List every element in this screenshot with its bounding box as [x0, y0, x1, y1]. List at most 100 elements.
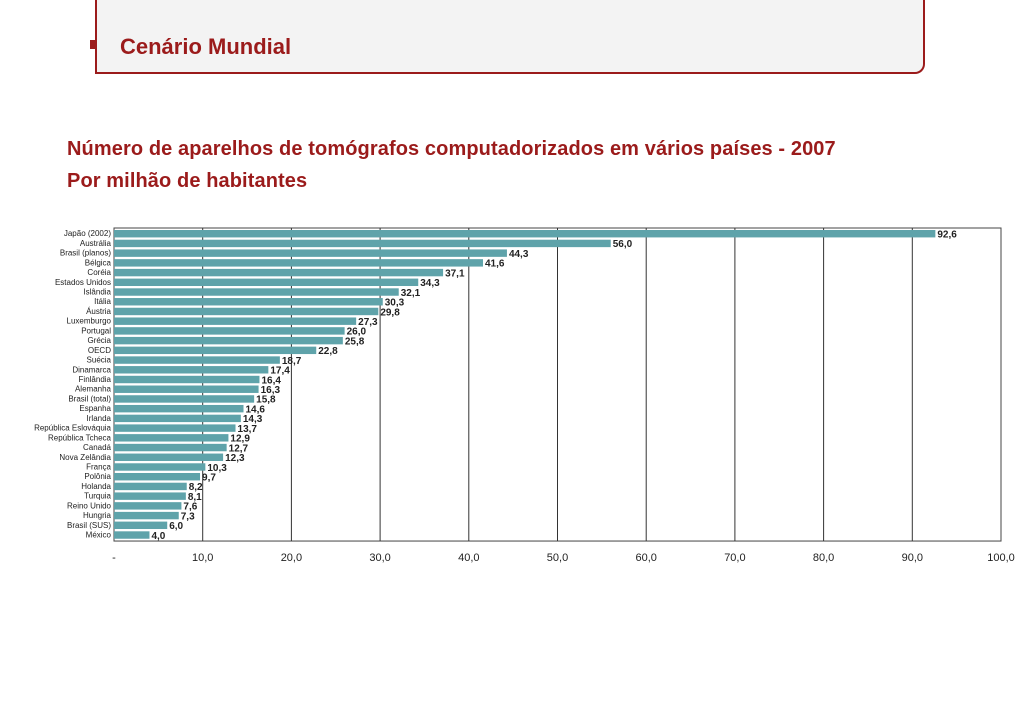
category-label: Polônia: [84, 472, 111, 481]
bar: [114, 307, 379, 316]
value-label: 12,7: [229, 443, 249, 454]
category-label: Espanha: [79, 404, 111, 413]
value-label: 32,1: [401, 288, 421, 299]
value-label: 17,4: [270, 366, 290, 377]
value-label: 4,0: [151, 531, 165, 542]
category-label: Reino Unido: [67, 501, 112, 510]
value-label: 56,0: [613, 239, 633, 250]
bar: [114, 298, 383, 306]
bar: [114, 434, 229, 442]
x-tick-label: 80,0: [813, 552, 834, 564]
value-label: 26,0: [347, 327, 367, 338]
category-label: Hungria: [83, 511, 112, 520]
bar: [114, 346, 317, 355]
bar: [114, 356, 280, 364]
x-tick-label: 100,0: [987, 552, 1015, 564]
category-label: Estados Unidos: [55, 278, 111, 287]
category-label: Japão (2002): [64, 229, 111, 238]
x-tick-label: 60,0: [635, 552, 656, 564]
category-label: Áustria: [86, 307, 111, 316]
bar: [114, 375, 260, 384]
bar: [114, 288, 399, 296]
category-label: Brasil (SUS): [67, 521, 111, 530]
value-label: 6,0: [169, 521, 183, 532]
category-label: República Eslováquia: [34, 424, 111, 433]
category-label: México: [86, 531, 112, 540]
value-label: 25,8: [345, 336, 365, 347]
x-tick-label: 70,0: [724, 552, 745, 564]
bar: [114, 336, 343, 345]
value-label: 30,3: [385, 298, 405, 309]
chart-title: Número de aparelhos de tomógrafos comput…: [67, 138, 836, 160]
x-tick-label: 40,0: [458, 552, 479, 564]
category-label: Holanda: [81, 482, 111, 491]
bar: [114, 521, 168, 530]
value-label: 16,4: [261, 375, 281, 386]
bar: [114, 531, 150, 539]
category-label: Alemanha: [75, 385, 112, 394]
category-label: Grécia: [87, 336, 111, 345]
bar: [114, 278, 419, 287]
value-label: 8,1: [188, 492, 202, 503]
page-title: Cenário Mundial: [120, 34, 292, 59]
category-label: França: [86, 462, 111, 471]
category-label: Luxemburgo: [67, 317, 112, 326]
bar: [114, 414, 241, 423]
bar: [114, 395, 255, 403]
bar: [114, 492, 186, 500]
value-label: 13,7: [238, 424, 258, 435]
category-label: Suécia: [87, 356, 112, 365]
bar: [114, 230, 936, 238]
value-label: 18,7: [282, 356, 302, 367]
bar: [114, 482, 187, 491]
bar: [114, 317, 357, 325]
category-label: Itália: [94, 297, 111, 306]
value-label: 44,3: [509, 249, 529, 260]
value-label: 12,9: [230, 434, 250, 445]
bar: [114, 268, 444, 277]
category-label: Nova Zelândia: [59, 453, 111, 462]
category-label: Dinamarca: [72, 365, 111, 374]
bar: [114, 404, 244, 413]
category-label: Bélgica: [85, 258, 112, 267]
value-label: 7,6: [183, 502, 197, 513]
x-tick-label: 10,0: [192, 552, 213, 564]
value-label: 16,3: [261, 385, 281, 396]
category-label: Finlândia: [79, 375, 112, 384]
bar: [114, 453, 224, 461]
bar: [114, 259, 483, 267]
value-label: 9,7: [202, 473, 216, 484]
value-label: 14,3: [243, 414, 263, 425]
category-label: Brasil (total): [68, 394, 111, 403]
category-label: Irlanda: [87, 414, 112, 423]
bar: [114, 424, 236, 432]
bar: [114, 511, 179, 520]
x-tick-label: 30,0: [369, 552, 390, 564]
bar: [114, 473, 201, 481]
category-label: Islândia: [83, 288, 111, 297]
value-label: 10,3: [207, 463, 227, 474]
header-panel: [95, 0, 925, 74]
category-label: Austrália: [80, 239, 112, 248]
value-label: 7,3: [181, 511, 195, 522]
value-label: 92,6: [937, 230, 957, 241]
x-tick-label: 20,0: [281, 552, 302, 564]
value-label: 22,8: [318, 346, 338, 357]
value-label: 29,8: [380, 307, 400, 318]
category-label: OECD: [88, 346, 111, 355]
bar: [114, 249, 507, 257]
category-label: Brasil (planos): [60, 249, 111, 258]
chart-subtitle: Por milhão de habitantes: [67, 170, 308, 192]
value-label: 14,6: [246, 404, 266, 415]
value-label: 15,8: [256, 395, 276, 406]
value-label: 37,1: [445, 268, 465, 279]
bar: [114, 385, 259, 393]
value-label: 41,6: [485, 259, 505, 270]
bar: [114, 239, 611, 248]
bar-chart: Japão (2002) 92,6 Austrália 56,0 Brasil (pla…: [34, 227, 1015, 564]
category-label: Portugal: [81, 326, 111, 335]
bar: [114, 327, 345, 335]
bar: [114, 443, 227, 452]
value-label: 27,3: [358, 317, 378, 328]
category-label: Canadá: [83, 443, 112, 452]
